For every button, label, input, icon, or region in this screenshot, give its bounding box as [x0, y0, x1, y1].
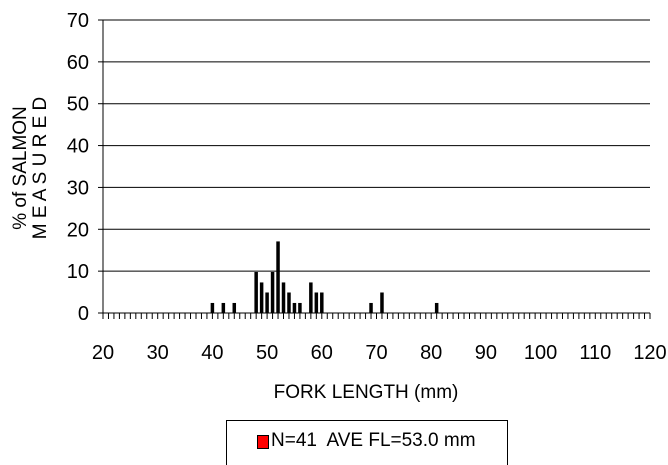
- y-tick-label-10: 10: [67, 261, 89, 283]
- x-tick-label-60: 60: [311, 342, 333, 364]
- bar-49mm: [259, 282, 264, 313]
- axes: [98, 19, 651, 319]
- y-tick-label-0: 0: [78, 303, 89, 325]
- x-tick-label-20: 20: [92, 342, 114, 364]
- bar-60mm: [320, 292, 324, 313]
- bar-53mm: [281, 282, 286, 313]
- x-tick-label-100: 100: [524, 342, 557, 364]
- y-axis-title: % of SALMON M E A S U R E D: [10, 97, 51, 240]
- x-tick-label-80: 80: [420, 342, 442, 364]
- bar-81mm: [434, 302, 439, 313]
- x-tick-label-40: 40: [201, 342, 223, 364]
- grid-lines: [103, 19, 650, 272]
- x-axis-title: FORK LENGTH (mm): [274, 382, 459, 403]
- bar-44mm: [232, 302, 237, 313]
- bar-69mm: [369, 302, 373, 313]
- x-tick-label-120: 120: [633, 342, 666, 364]
- bar-58mm: [309, 282, 313, 313]
- y-tick-labels: 0 10 20 30 40 50 60 70: [67, 10, 89, 325]
- bar-71mm: [380, 292, 384, 313]
- bar-52mm: [276, 241, 280, 313]
- y-tick-label-20: 20: [67, 219, 89, 241]
- y-tick-label-60: 60: [67, 52, 89, 74]
- x-tick-label-30: 30: [147, 342, 169, 364]
- bar-55mm: [292, 302, 297, 313]
- bar-50mm: [265, 292, 269, 313]
- x-tick-label-50: 50: [256, 342, 278, 364]
- legend: N=41 AVE FL=53.0 mm: [226, 420, 508, 465]
- legend-swatch: [257, 435, 269, 449]
- bar-51mm: [270, 271, 275, 313]
- y-tick-label-50: 50: [67, 94, 89, 116]
- bar-40mm: [210, 302, 215, 313]
- y-tick-label-70: 70: [67, 10, 89, 32]
- y-axis-title-line2: M E A S U R E D: [30, 97, 51, 240]
- x-tick-label-110: 110: [579, 342, 611, 364]
- bars: [210, 241, 439, 313]
- x-tick-label-90: 90: [475, 342, 497, 364]
- bar-56mm: [298, 302, 302, 313]
- bar-48mm: [254, 271, 258, 313]
- y-tick-label-40: 40: [67, 136, 89, 158]
- bar-54mm: [287, 292, 291, 313]
- bar-42mm: [221, 302, 226, 313]
- legend-label: N=41 AVE FL=53.0 mm: [271, 430, 476, 451]
- bar-59mm: [314, 292, 319, 313]
- y-axis-title-line1: % of SALMON: [10, 106, 31, 230]
- y-tick-label-30: 30: [67, 177, 89, 199]
- x-tick-labels: 20 30 40 50 60 70 80 90 100 110 120: [92, 342, 667, 364]
- x-tick-label-70: 70: [365, 342, 387, 364]
